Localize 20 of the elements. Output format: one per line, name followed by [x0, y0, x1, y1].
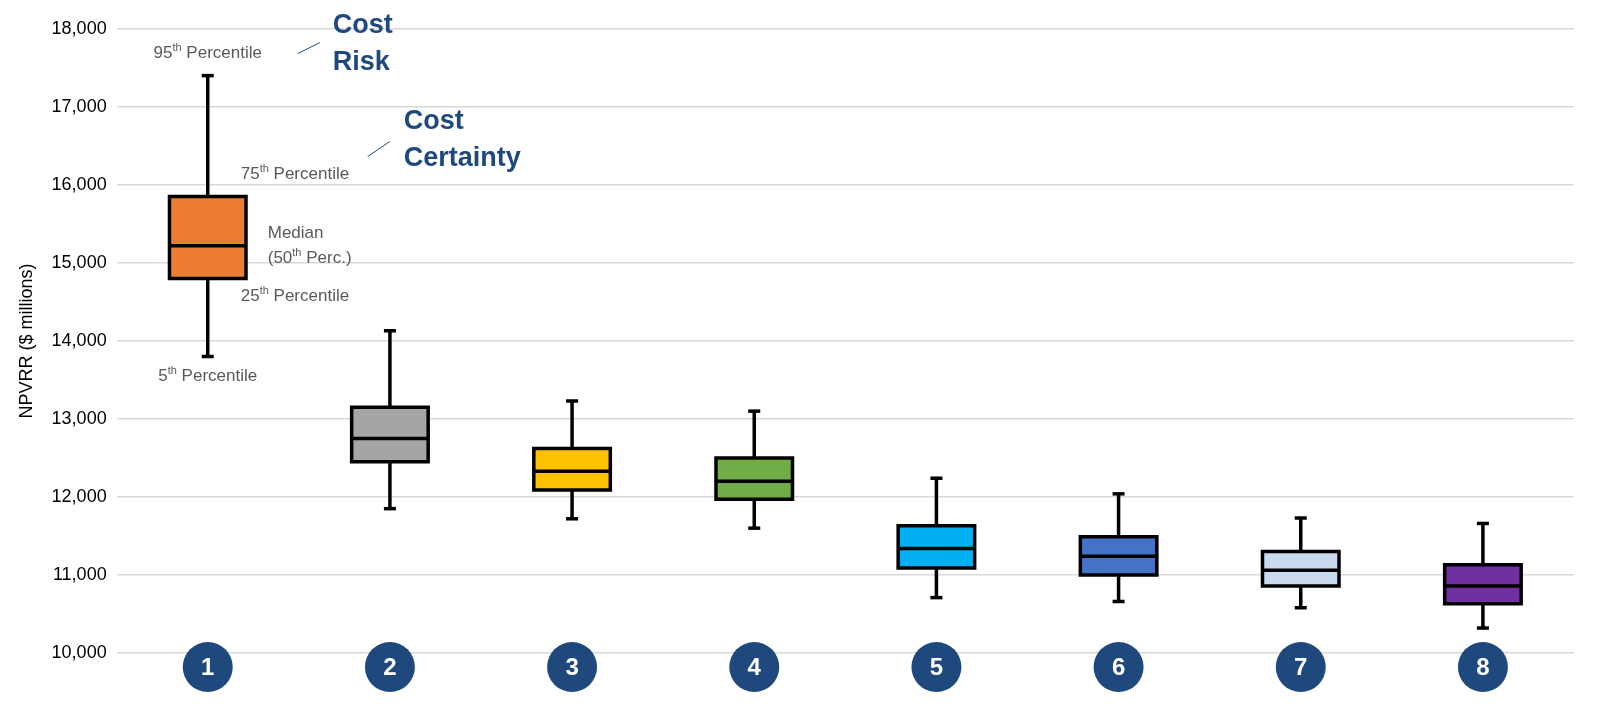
y-tick-label: 14,000: [51, 329, 107, 350]
x-tick-label: 5: [929, 652, 944, 680]
y-tick-label: 12,000: [51, 485, 107, 506]
x-tick-label: 1: [201, 652, 215, 680]
x-tick-label: 3: [565, 652, 579, 680]
y-tick-label: 17,000: [51, 95, 107, 116]
x-tick-label: 7: [1294, 652, 1308, 680]
y-tick-label: 15,000: [51, 251, 107, 272]
annotation: Cost Risk: [332, 9, 393, 77]
y-tick-label: 18,000: [51, 17, 107, 38]
x-tick-label: 4: [747, 652, 762, 680]
y-axis-title: NPVRR ($ millions): [15, 263, 36, 419]
y-tick-label: 13,000: [51, 407, 107, 428]
y-tick-label: 16,000: [51, 173, 107, 194]
annotation: Cost Certainty: [403, 105, 521, 173]
y-tick-label: 11,000: [52, 563, 107, 584]
x-tick-label: 8: [1476, 652, 1490, 680]
x-tick-label: 6: [1111, 652, 1126, 680]
x-tick-label: 2: [383, 652, 397, 680]
y-tick-label: 10,000: [51, 641, 107, 662]
